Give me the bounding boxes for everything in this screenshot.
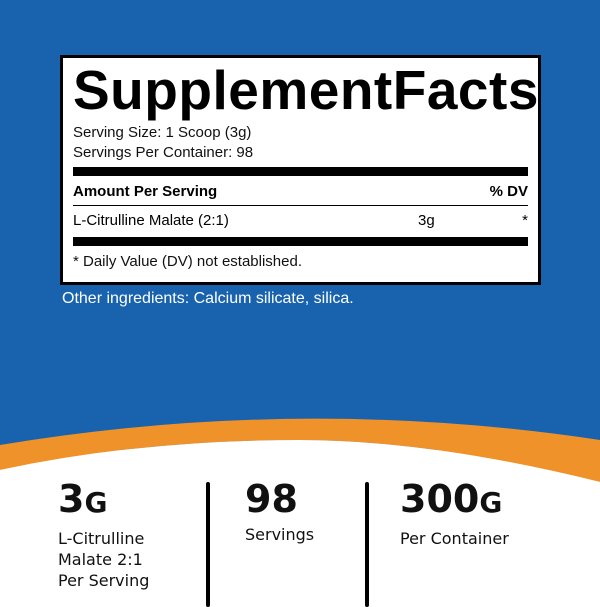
stat-caption: Per Container xyxy=(400,529,509,548)
stat-caption: Servings xyxy=(245,525,315,544)
orange-swoosh xyxy=(0,418,600,482)
stat-value: 300 xyxy=(400,477,480,521)
stat-container: 300G Per Container xyxy=(400,478,509,549)
white-base xyxy=(0,440,600,600)
ingredient-amount: 3g xyxy=(418,212,435,229)
stat-unit: G xyxy=(479,486,503,519)
ingredient-name: L-Citrulline Malate (2:1) xyxy=(73,212,229,229)
stat-amount: 3G L-Citrulline Malate 2:1 Per Serving xyxy=(58,478,149,591)
stat-value: 98 xyxy=(245,477,298,521)
header-row: Amount Per Serving % DV xyxy=(73,182,528,202)
amount-header: Amount Per Serving xyxy=(73,183,218,200)
divider xyxy=(73,167,528,176)
stat-servings: 98 Servings xyxy=(245,478,314,545)
title-word: Facts xyxy=(392,59,539,121)
stat-unit: G xyxy=(84,486,108,519)
title-word: Supplement xyxy=(73,59,393,121)
serving-size: Serving Size: 1 Scoop (3g) xyxy=(73,124,252,141)
servings-per-container: Servings Per Container: 98 xyxy=(73,144,254,161)
supplement-facts-panel: Supplement Facts Serving Size: 1 Scoop (3… xyxy=(60,55,541,285)
divider xyxy=(73,237,528,246)
ingredient-row: L-Citrulline Malate (2:1) 3g * xyxy=(73,211,528,231)
panel-title: Supplement Facts xyxy=(73,59,538,121)
stat-divider xyxy=(206,482,210,607)
divider xyxy=(73,205,528,206)
dv-header: % DV xyxy=(489,183,528,200)
footnote: * Daily Value (DV) not established. xyxy=(73,253,302,270)
stat-value: 3 xyxy=(58,477,85,521)
ingredient-dv: * xyxy=(522,212,528,229)
stat-caption: L-Citrulline xyxy=(58,529,145,548)
stat-caption: Malate 2:1 xyxy=(58,550,143,569)
stat-divider xyxy=(365,482,369,607)
stat-caption: Per Serving xyxy=(58,571,150,590)
other-ingredients: Other ingredients: Calcium silicate, sil… xyxy=(62,290,354,307)
